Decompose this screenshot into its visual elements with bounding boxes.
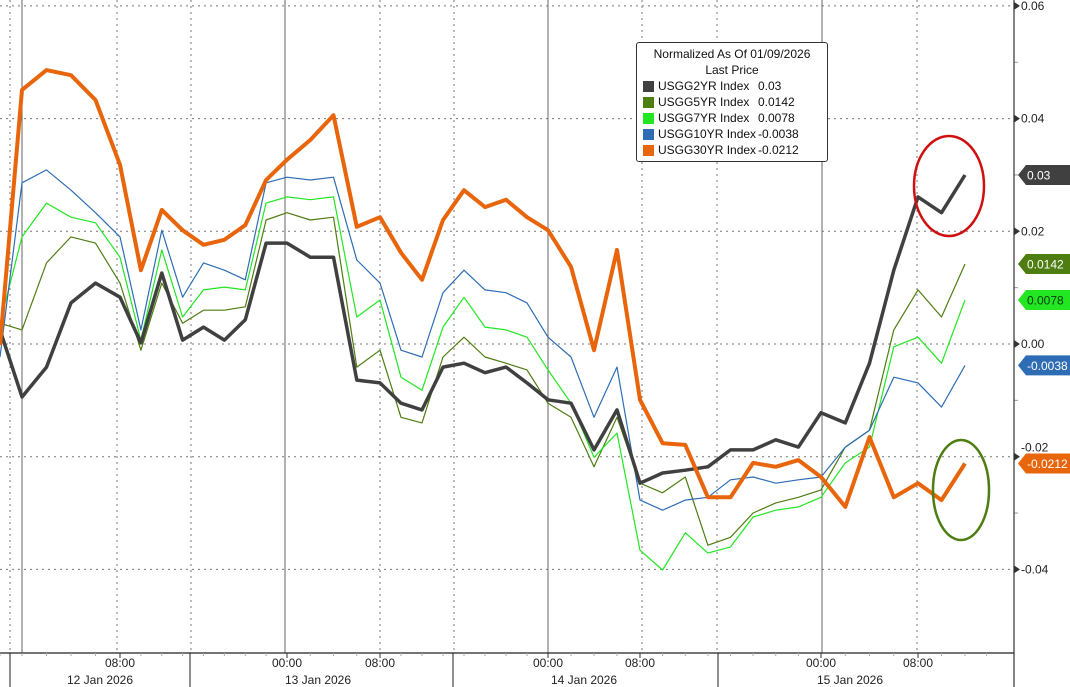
legend-series-value: -0.0212	[758, 143, 799, 157]
series-line-usgg30yr	[0, 68, 967, 509]
last-value-tag	[1018, 355, 1070, 376]
legend-item: USGG2YR Index 0.03	[643, 78, 821, 94]
date-label: 12 Jan 2026	[67, 673, 133, 687]
x-tick-label: 08:00	[365, 656, 395, 670]
y-tick-label: 0.04	[1021, 112, 1045, 126]
last-value-tag	[1018, 290, 1070, 311]
grid	[0, 0, 1014, 653]
annotation-circle	[931, 438, 991, 542]
legend-item: USGG30YR Index -0.0212	[643, 142, 821, 158]
y-tick-label: -0.02	[1021, 440, 1049, 454]
x-tick-label: 00:00	[533, 656, 563, 670]
x-tick-label: 08:00	[105, 656, 135, 670]
last-value-tag	[1018, 453, 1070, 474]
y-tick-mark	[1014, 565, 1020, 574]
legend-swatch	[643, 128, 654, 140]
legend-series-name: USGG5YR Index	[658, 95, 750, 109]
legend-item: USGG5YR Index 0.0142	[643, 94, 821, 110]
last-value-tag	[1018, 253, 1070, 274]
annotation-circle	[912, 134, 986, 238]
x-tick-label: 00:00	[806, 656, 836, 670]
legend-title: Normalized As Of 01/09/2026	[653, 47, 811, 61]
series-line-usgg7yr	[0, 196, 966, 571]
last-value-label: 0.03	[1027, 168, 1051, 182]
y-tick-label: 0.06	[1021, 0, 1045, 13]
series-line-usgg2yr	[0, 174, 967, 485]
last-value-tag	[1018, 164, 1070, 185]
legend-item: USGG7YR Index 0.0078	[643, 110, 821, 126]
y-axis: 0.06 0.04 0.02 0.00 -0.02 -0.04 0.03 0.0142 0.00…	[1013, 0, 1070, 687]
y-tick-label: 0.02	[1021, 224, 1045, 238]
legend: Normalized As Of 01/09/2026 Last Price U…	[636, 42, 828, 162]
legend-series-name: USGG30YR Index	[658, 143, 757, 157]
last-value-label: 0.0142	[1027, 257, 1064, 271]
last-value-label: 0.0078	[1027, 294, 1064, 308]
y-tick-mark	[1014, 227, 1020, 236]
legend-series-name: USGG2YR Index	[658, 79, 750, 93]
y-tick-mark	[1014, 452, 1020, 461]
x-tick-label: 08:00	[903, 656, 933, 670]
legend-series-name: USGG10YR Index	[658, 127, 757, 141]
series-line-usgg10yr	[0, 169, 966, 511]
legend-swatch	[643, 96, 654, 108]
x-axis: 08:00 00:00 08:00 00:00 08:00 00:00 08:00 12 Ja…	[0, 652, 1014, 687]
last-value-label: -0.0212	[1027, 457, 1068, 471]
y-tick-label: 0.00	[1021, 337, 1045, 351]
legend-series-value: 0.0078	[758, 111, 795, 125]
x-tick-label: 00:00	[272, 656, 302, 670]
annotations	[912, 134, 991, 542]
legend-swatch	[643, 112, 654, 124]
legend-series-name: USGG7YR Index	[658, 111, 750, 125]
legend-item: USGG10YR Index -0.0038	[643, 126, 821, 142]
legend-swatch	[643, 80, 654, 92]
legend-subtitle: Last Price	[705, 63, 759, 77]
legend-series-value: -0.0038	[758, 127, 799, 141]
series-lines	[0, 68, 967, 571]
legend-series-value: 0.0142	[758, 95, 795, 109]
x-tick-label: 08:00	[625, 656, 655, 670]
date-label: 15 Jan 2026	[817, 673, 883, 687]
y-tick-mark	[1014, 340, 1020, 348]
y-tick-mark	[1014, 1, 1020, 10]
legend-swatch	[643, 144, 654, 156]
last-value-label: -0.0038	[1027, 359, 1068, 373]
y-tick-mark	[1014, 114, 1020, 123]
date-label: 13 Jan 2026	[285, 673, 351, 687]
date-label: 14 Jan 2026	[551, 673, 617, 687]
legend-series-value: 0.03	[758, 79, 782, 93]
y-tick-label: -0.04	[1021, 562, 1049, 576]
